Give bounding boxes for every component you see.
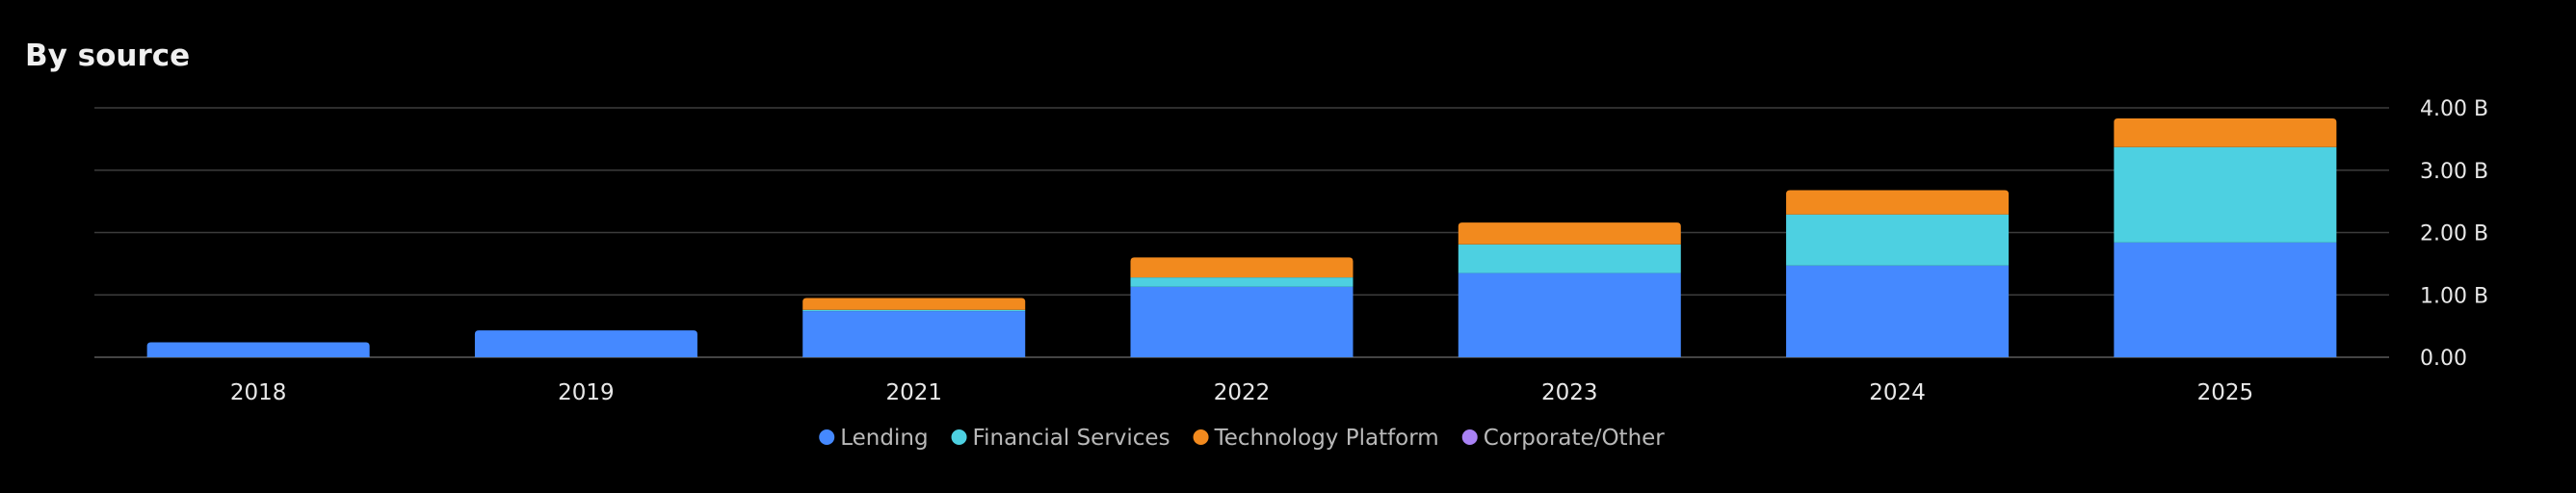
legend-label: Corporate/Other (1484, 426, 1666, 451)
bar-stack-2024[interactable] (1786, 190, 2010, 357)
bar-lending-2019[interactable] (474, 330, 697, 357)
legend-swatch (1461, 429, 1478, 445)
legend-swatch (1193, 429, 1209, 445)
y-tick-label: 0.00 (2420, 347, 2467, 371)
legend-item-technology-platform[interactable]: Technology Platform (1193, 426, 1439, 451)
x-tick-label: 2022 (1214, 380, 1271, 405)
y-axis: 0.00 1.00 B 2.00 B 3.00 B 4.00 B (2420, 97, 2488, 371)
y-tick-label: 2.00 B (2420, 222, 2488, 246)
x-tick-label: 2021 (885, 380, 942, 405)
bar-financial-services-2024[interactable] (1786, 214, 2010, 266)
legend[interactable]: Lending Financial Services Technology Plat… (819, 426, 1665, 451)
bar-stack-2022[interactable] (1130, 257, 1354, 357)
chart-title: By source (25, 39, 191, 73)
y-tick-label: 3.00 B (2420, 160, 2488, 184)
x-tick-label: 2019 (558, 380, 615, 405)
bar-technology-platform-2025[interactable] (2114, 118, 2337, 147)
legend-item-financial-services[interactable]: Financial Services (951, 426, 1170, 451)
y-tick-label: 1.00 B (2420, 284, 2488, 308)
bar-stacks (146, 118, 2337, 357)
bar-technology-platform-2024[interactable] (1786, 190, 2010, 215)
bar-stack-2021[interactable] (802, 298, 1026, 357)
x-axis: 2018 2019 2021 2022 2023 2024 2025 (230, 380, 2253, 405)
bar-lending-2022[interactable] (1130, 286, 1354, 357)
x-tick-label: 2018 (230, 380, 287, 405)
bar-financial-services-2023[interactable] (1458, 244, 1681, 273)
bar-financial-services-2021[interactable] (802, 309, 1026, 312)
legend-label: Lending (840, 426, 928, 451)
legend-swatch (819, 429, 835, 445)
legend-item-corporate-other[interactable]: Corporate/Other (1461, 426, 1666, 451)
bar-lending-2025[interactable] (2114, 242, 2337, 357)
y-tick-label: 4.00 B (2420, 97, 2488, 121)
bar-financial-services-2022[interactable] (1130, 277, 1354, 287)
bar-lending-2023[interactable] (1458, 272, 1681, 357)
bar-stack-2019[interactable] (474, 330, 697, 357)
bar-lending-2024[interactable] (1786, 265, 2010, 357)
x-tick-label: 2025 (2197, 380, 2254, 405)
legend-swatch (951, 429, 967, 445)
bar-technology-platform-2022[interactable] (1130, 257, 1354, 278)
legend-item-lending[interactable]: Lending (819, 426, 929, 451)
bar-lending-2021[interactable] (802, 311, 1026, 357)
legend-label: Technology Platform (1214, 426, 1439, 451)
legend-label: Financial Services (973, 426, 1170, 451)
bar-stack-2023[interactable] (1458, 222, 1681, 357)
bar-financial-services-2025[interactable] (2114, 146, 2337, 243)
bar-stack-2018[interactable] (146, 342, 370, 357)
x-tick-label: 2024 (1869, 380, 1926, 405)
bar-technology-platform-2023[interactable] (1458, 222, 1681, 245)
bar-stack-2025[interactable] (2114, 118, 2337, 357)
x-tick-label: 2023 (1541, 380, 1598, 405)
bar-lending-2018[interactable] (146, 342, 370, 357)
bar-technology-platform-2021[interactable] (802, 298, 1026, 310)
